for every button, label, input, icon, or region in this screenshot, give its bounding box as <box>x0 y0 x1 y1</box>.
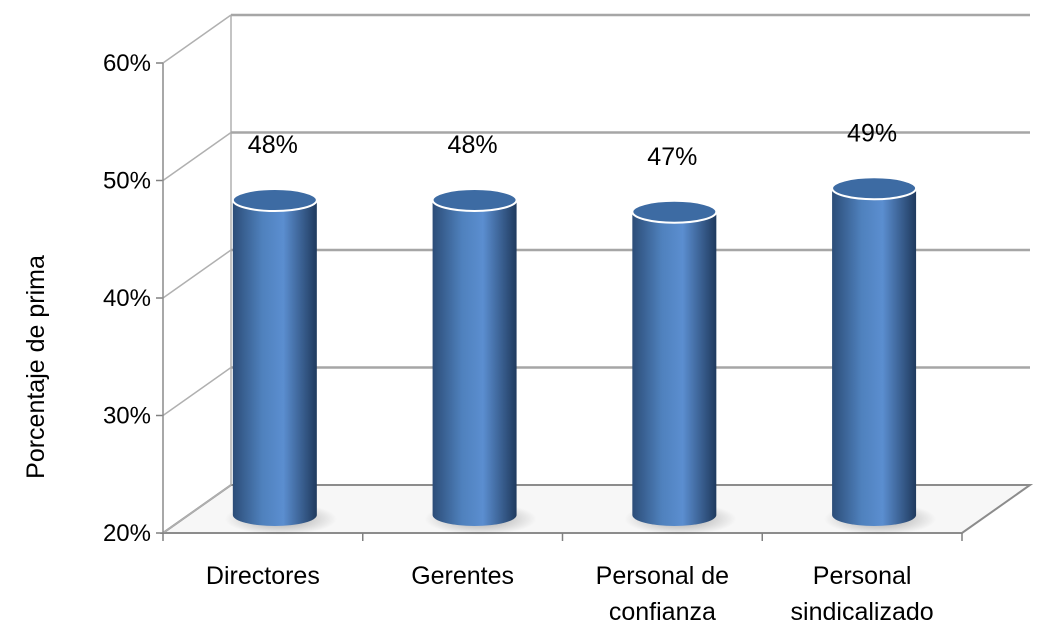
bar <box>424 188 537 535</box>
gridline-depth <box>162 131 232 182</box>
bar-top <box>831 176 918 201</box>
gridline-depth <box>162 366 232 417</box>
bar-body <box>832 188 917 526</box>
x-tick-label: Directores <box>206 562 320 590</box>
bars <box>224 176 937 535</box>
y-tick-label: 30% <box>103 403 151 430</box>
gridline-depth <box>162 14 232 64</box>
bar <box>224 188 337 535</box>
bar-top <box>231 188 318 212</box>
y-tick-label: 20% <box>103 520 151 547</box>
data-label: 48% <box>448 131 498 159</box>
bar <box>624 199 737 535</box>
x-tick-label: Gerentes <box>411 562 514 590</box>
data-label: 48% <box>248 131 298 159</box>
data-label: 47% <box>647 143 697 171</box>
bar <box>824 176 937 535</box>
x-tick-label: confianza <box>609 598 716 626</box>
data-label: 49% <box>847 119 897 147</box>
bar-top <box>431 188 518 212</box>
x-tick-label: Personal <box>813 562 912 590</box>
gridline-depth <box>162 249 232 299</box>
bar-top <box>631 199 718 224</box>
labels: 48% Directores 48% Gerentes 47% Personal de co… <box>206 119 934 626</box>
y-tick-label: 40% <box>103 285 151 312</box>
x-tick-label: Personal de <box>596 562 729 590</box>
y-tick-label: 50% <box>103 168 151 195</box>
y-tick-label: 60% <box>103 50 151 77</box>
gridline-depth <box>162 484 232 534</box>
x-tick-label: sindicalizado <box>791 598 934 626</box>
y-axis-title: Porcentaje de prima <box>22 255 50 479</box>
bar-body <box>432 200 517 526</box>
bar-body <box>632 211 717 526</box>
axes: 20% 30% 40% 50% 60% <box>103 50 963 547</box>
bar-body <box>232 200 317 526</box>
